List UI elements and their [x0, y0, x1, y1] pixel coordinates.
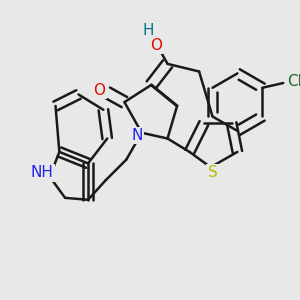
Text: NH: NH	[31, 166, 54, 181]
Text: O: O	[150, 38, 162, 53]
Text: N: N	[131, 128, 142, 143]
Text: O: O	[94, 83, 106, 98]
Text: S: S	[208, 166, 218, 181]
Text: Cl: Cl	[287, 74, 300, 88]
Text: H: H	[142, 23, 154, 38]
